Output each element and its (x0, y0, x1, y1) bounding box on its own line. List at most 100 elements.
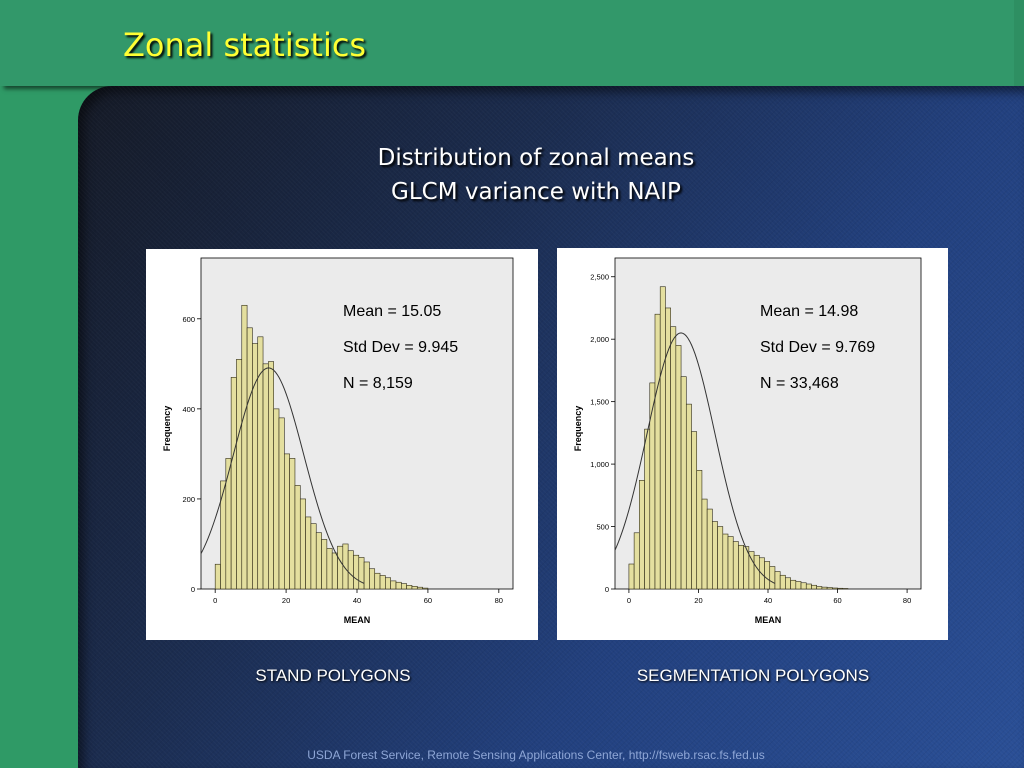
stand-histogram-bar (262, 363, 269, 590)
slide-title: Zonal statistics (123, 26, 367, 64)
stand-x-tick-label: 60 (424, 596, 432, 605)
segmentation-histogram-bar (691, 431, 698, 590)
stand-histogram-bar (411, 585, 418, 590)
stand-histogram-bar (347, 550, 354, 590)
stand-histogram-bar (230, 377, 237, 590)
segmentation-histogram-bar (732, 541, 739, 590)
segmentation-histogram-bar (826, 587, 833, 590)
stand-histogram-bar (284, 453, 290, 590)
segmentation-x-tick-label: 40 (764, 596, 772, 605)
stand-histogram-bar (385, 577, 391, 590)
stand-histogram-bar (390, 580, 397, 590)
stand-x-tick-label: 20 (282, 596, 290, 605)
stand-histogram-bar (236, 359, 243, 590)
segmentation-stat-mean: Mean = 14.98 (760, 303, 859, 320)
stand-histogram-bar (305, 516, 312, 590)
segmentation-histogram-bar (832, 587, 838, 590)
segmentation-histogram-bar (633, 532, 640, 590)
title-band (0, 0, 1014, 86)
segmentation-stat-n: N = 33,468 (760, 375, 839, 392)
segmentation-y-tick-label: 2,000 (590, 335, 609, 344)
stand-stat-mean: Mean = 15.05 (343, 303, 442, 320)
stand-histogram-bar (337, 545, 344, 590)
stand-histogram-bar (321, 539, 328, 590)
segmentation-histogram-bar (805, 583, 812, 590)
stand-x-axis-label: MEAN (344, 615, 371, 625)
segmentation-histogram-bar (790, 579, 797, 590)
segmentation-histogram-bar (764, 561, 771, 590)
segmentation-histogram-bar (717, 526, 724, 590)
stand-x-tick-label: 40 (353, 596, 361, 605)
stand-histogram-bar (395, 581, 402, 590)
footer-credit: USDA Forest Service, Remote Sensing Appl… (307, 748, 765, 762)
segmentation-histogram-bar (779, 574, 786, 590)
stand-y-tick-label: 400 (182, 405, 195, 414)
segmentation-y-tick-label: 500 (596, 523, 609, 532)
stand-polygons-histogram-svg: 0 200 400 600 0 20 40 60 80 MEAN Frequency (162, 257, 514, 625)
stand-histogram-bar (401, 583, 407, 590)
segmentation-normal-fit-curve (614, 332, 776, 584)
stand-histogram-bar (416, 586, 423, 590)
subtitle-line-1: Distribution of zonal means (377, 145, 695, 171)
segmentation-polygons-histogram: 0 500 1,000 1,500 2,000 2,500 0 20 40 60 80 MEAN Fre… (557, 248, 948, 640)
segmentation-histogram-bar (821, 586, 828, 590)
stand-histogram-bar (299, 498, 306, 590)
stand-y-tick-label: 0 (191, 585, 195, 594)
segmentation-x-tick-label: 80 (903, 596, 911, 605)
segmentation-y-tick-label: 2,500 (590, 273, 609, 282)
segmentation-histogram-bar (685, 403, 692, 590)
caption-stand-polygons: STAND POLYGONS (255, 666, 411, 685)
stand-histogram-bar (214, 563, 221, 590)
subtitle-line-2: GLCM variance with NAIP (391, 179, 681, 205)
segmentation-histogram-bar (748, 551, 755, 590)
segmentation-histogram-bar (722, 533, 729, 590)
segmentation-histogram-bar (675, 345, 682, 590)
stand-x-tick-label: 80 (495, 596, 503, 605)
segmentation-histogram-bar (680, 376, 687, 590)
stand-histogram-bar (278, 417, 285, 590)
segmentation-stat-std-dev: Std Dev = 9.769 (760, 339, 876, 356)
segmentation-y-tick-label: 1,000 (590, 460, 609, 469)
segmentation-histogram-bar (727, 536, 734, 590)
stand-histogram-bar (358, 557, 365, 590)
stand-polygons-histogram: 0 200 400 600 0 20 40 60 80 MEAN Frequency Mean = … (146, 249, 538, 640)
stand-histogram-bar (326, 548, 333, 590)
stand-histogram-bar (331, 552, 338, 590)
segmentation-histogram-bar (628, 563, 635, 590)
segmentation-histogram-bar (639, 480, 645, 590)
segmentation-stats: Mean = 14.98 Std Dev = 9.769 N = 33,468 (760, 294, 875, 402)
stand-y-tick-label: 600 (182, 315, 195, 324)
segmentation-x-tick-label: 0 (627, 596, 631, 605)
stand-histogram-bar (369, 568, 376, 590)
segmentation-histogram-bar (659, 286, 666, 590)
stand-normal-fit-curve (200, 367, 365, 584)
segmentation-histogram-bar (816, 586, 823, 590)
stand-histogram-bar (374, 572, 381, 590)
segmentation-histogram-bar (670, 326, 677, 590)
stand-histogram-bar (246, 327, 253, 590)
segmentation-x-tick-label: 20 (694, 596, 702, 605)
stand-histogram-bar (225, 458, 232, 590)
segmentation-y-tick-label: 0 (605, 585, 609, 594)
segmentation-y-axis-label: Frequency (573, 406, 583, 452)
segmentation-x-axis-label: MEAN (755, 615, 782, 625)
segmentation-histogram-bar (800, 582, 807, 590)
stand-histogram-bar (268, 361, 274, 590)
stand-histogram-bar (353, 554, 360, 590)
segmentation-histogram-bar (712, 521, 718, 590)
stand-histogram-bar (241, 304, 248, 590)
stand-histogram-bar (315, 532, 322, 590)
segmentation-x-tick-label: 60 (833, 596, 841, 605)
caption-segmentation-polygons: SEGMENTATION POLYGONS (636, 666, 870, 685)
stand-stat-std-dev: Std Dev = 9.945 (343, 339, 459, 356)
segmentation-histogram-bar (738, 544, 744, 590)
stand-histogram-bar (422, 587, 429, 590)
segmentation-histogram-bar (696, 470, 703, 590)
segmentation-y-tick-label: 1,500 (590, 398, 609, 407)
stand-histogram-bar (406, 585, 413, 590)
stand-y-tick-label: 200 (182, 495, 195, 504)
stand-histogram-bar (294, 485, 301, 590)
segmentation-histogram-bar (785, 577, 791, 590)
segmentation-histogram-bar (811, 584, 817, 590)
segmentation-histogram-bar (774, 571, 781, 590)
